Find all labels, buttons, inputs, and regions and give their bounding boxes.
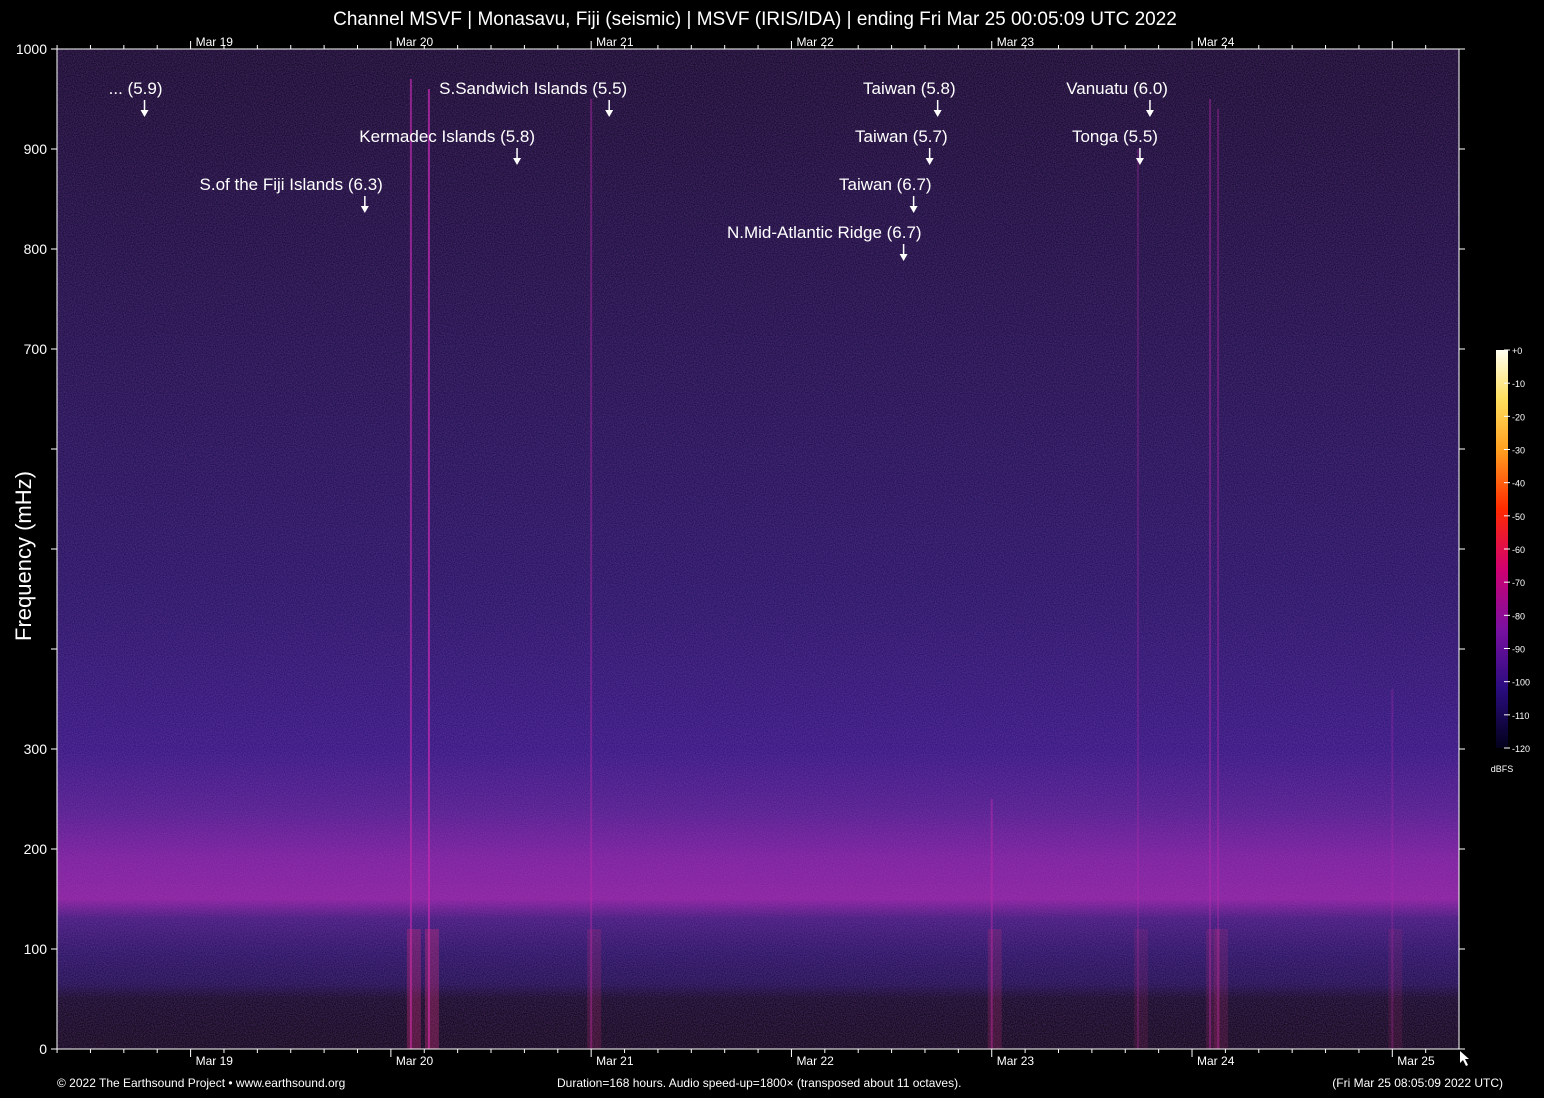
colorbar-tick-label: -20 <box>1512 412 1525 422</box>
colorbar-tick-label: +0 <box>1512 346 1522 356</box>
event-arrow-icon <box>1145 110 1154 117</box>
colorbar-tick-label: -10 <box>1512 379 1525 389</box>
end-marker-icon <box>1460 1051 1469 1066</box>
event-glow <box>1206 929 1221 1049</box>
event-glow <box>1214 929 1229 1049</box>
event-glow <box>587 929 602 1049</box>
colorbar-tick-label: -110 <box>1512 711 1529 721</box>
event-arrow-icon <box>605 110 614 117</box>
event-arrow-icon <box>899 254 908 261</box>
x-tick-label: Mar 23 <box>997 1054 1035 1068</box>
y-axis-label: Frequency (mHz) <box>11 471 36 641</box>
event-line <box>990 799 993 1049</box>
axes: 0 100 200 300 700 800 900 1000 Frequency (mHz) Ma… <box>11 35 1469 1068</box>
copyright-footer: © 2022 The Earthsound Project • www.eart… <box>57 1076 346 1090</box>
event-line <box>590 99 593 1049</box>
x-top-tick-label: Mar 20 <box>396 35 434 49</box>
event-label: S.Sandwich Islands (5.5) <box>439 79 627 98</box>
x-top-tick-label: Mar 23 <box>997 35 1035 49</box>
x-top-tick-label: Mar 24 <box>1197 35 1235 49</box>
event-label: Vanuatu (6.0) <box>1066 79 1168 98</box>
x-tick-label: Mar 24 <box>1197 1054 1235 1068</box>
y-tick-label: 900 <box>24 141 48 157</box>
event-line <box>1136 149 1139 1049</box>
event-label: N.Mid-Atlantic Ridge (6.7) <box>727 223 922 242</box>
colorbar-tick-label: -60 <box>1512 545 1525 555</box>
x-top-tick-label: Mar 22 <box>796 35 834 49</box>
event-arrow-icon <box>1135 158 1144 165</box>
event-line <box>1391 689 1394 1049</box>
event-line <box>427 89 430 1049</box>
event-label: Taiwan (5.8) <box>863 79 956 98</box>
colorbar-tick-label: -90 <box>1512 645 1525 655</box>
spectrogram-plot <box>57 49 1459 1049</box>
event-arrow-icon <box>909 206 918 213</box>
colorbar-tick-label: -80 <box>1512 611 1525 621</box>
y-tick-label: 0 <box>39 1041 47 1057</box>
y-tick-label: 100 <box>24 941 48 957</box>
x-tick-label: Mar 22 <box>796 1054 834 1068</box>
y-tick-label: 200 <box>24 841 48 857</box>
event-arrow-icon <box>925 158 934 165</box>
y-tick-label: 300 <box>24 741 48 757</box>
colorbar-label: dBFS <box>1491 764 1514 774</box>
x-tick-label: Mar 20 <box>396 1054 434 1068</box>
y-tick-label: 700 <box>24 341 48 357</box>
chart-title: Channel MSVF | Monasavu, Fiji (seismic) … <box>333 9 1177 30</box>
event-label: Taiwan (6.7) <box>839 175 932 194</box>
colorbar-tick-label: -30 <box>1512 446 1525 456</box>
event-annotations: ... (5.9) S.Sandwich Islands (5.5) Taiwan … <box>109 79 1168 261</box>
event-arrow-icon <box>513 158 522 165</box>
x-tick-label: Mar 19 <box>196 1054 234 1068</box>
x-top-tick-label: Mar 19 <box>196 35 234 49</box>
x-top-tick-label: Mar 21 <box>596 35 634 49</box>
event-line <box>1209 99 1212 1049</box>
event-label: ... (5.9) <box>109 79 163 98</box>
colorbar-tick-label: -120 <box>1512 744 1530 754</box>
event-glow <box>424 929 439 1049</box>
event-label: Tonga (5.5) <box>1072 127 1158 146</box>
event-label: Kermadec Islands (5.8) <box>359 127 535 146</box>
x-tick-label: Mar 21 <box>596 1054 634 1068</box>
duration-footer: Duration=168 hours. Audio speed-up=1800×… <box>557 1076 962 1090</box>
event-line <box>409 79 412 1049</box>
event-line <box>1217 109 1220 1049</box>
timestamp-footer: (Fri Mar 25 08:05:09 2022 UTC) <box>1332 1076 1503 1090</box>
event-label: S.of the Fiji Islands (6.3) <box>200 175 383 194</box>
event-glow <box>987 929 1002 1049</box>
y-tick-label: 800 <box>24 241 48 257</box>
event-arrow-icon <box>933 110 942 117</box>
event-arrow-icon <box>140 110 149 117</box>
event-label: Taiwan (5.7) <box>855 127 948 146</box>
colorbar-tick-label: -100 <box>1512 678 1530 688</box>
noise-texture <box>57 49 1459 1049</box>
event-glow <box>1133 929 1148 1049</box>
colorbar-tick-label: -50 <box>1512 512 1525 522</box>
colorbar-tick-label: -70 <box>1512 578 1525 588</box>
colorbar-tick-label: -40 <box>1512 479 1525 489</box>
event-glow <box>1388 929 1403 1049</box>
colorbar: +0 -10 -20 -30 -40 -50 -60 -70 -80 -90 -100 -110 -12… <box>1491 346 1530 774</box>
event-glow <box>406 929 421 1049</box>
event-arrow-icon <box>360 206 369 213</box>
x-tick-label: Mar 25 <box>1397 1054 1435 1068</box>
y-tick-label: 1000 <box>16 41 47 57</box>
